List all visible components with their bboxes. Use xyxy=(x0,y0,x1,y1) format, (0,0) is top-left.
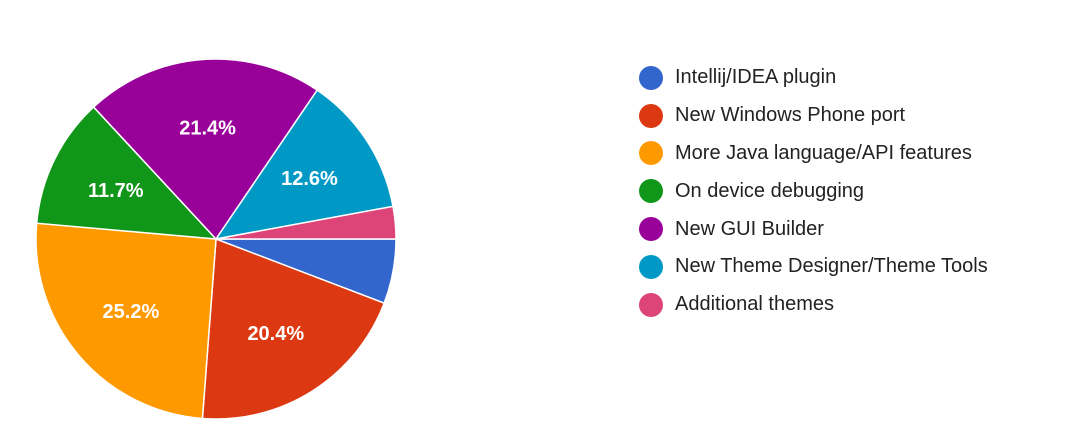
legend-label: New Theme Designer/Theme Tools xyxy=(675,255,988,278)
legend-item[interactable]: Intellij/IDEA plugin xyxy=(639,59,988,97)
legend-item[interactable]: New Theme Designer/Theme Tools xyxy=(639,248,988,286)
legend-label: New GUI Builder xyxy=(675,217,824,240)
legend-swatch-icon xyxy=(639,217,663,242)
legend-swatch-icon xyxy=(639,65,663,90)
legend-swatch-icon xyxy=(639,254,663,279)
legend-label: New Windows Phone port xyxy=(675,104,906,127)
slice-label-5: 12.6% xyxy=(281,168,338,190)
legend-swatch-icon xyxy=(639,292,663,317)
legend-label: Intellij/IDEA plugin xyxy=(675,66,837,89)
legend-item[interactable]: On device debugging xyxy=(639,172,988,210)
slice-label-4: 21.4% xyxy=(179,118,236,140)
legend-swatch-icon xyxy=(639,179,663,204)
legend-label: On device debugging xyxy=(675,179,865,202)
pie-slice-6[interactable] xyxy=(215,205,397,240)
slice-label-2: 25.2% xyxy=(103,301,160,323)
pie-slice-3[interactable] xyxy=(35,105,218,240)
pie-chart: 20.4% 25.2% 11.7% 21.4% 12.6% xyxy=(35,58,397,420)
slice-label-3: 11.7% xyxy=(88,180,144,202)
legend-item[interactable]: Additional themes xyxy=(639,286,988,324)
pie-slice-5[interactable] xyxy=(214,89,394,241)
legend-item[interactable]: More Java language/API features xyxy=(639,135,988,173)
slice-label-1: 20.4% xyxy=(247,323,304,345)
pie-slice-4[interactable] xyxy=(92,58,319,241)
pie-slice-1[interactable] xyxy=(201,237,386,420)
pie-slice-2[interactable] xyxy=(35,222,217,420)
legend-label: More Java language/API features xyxy=(675,141,972,164)
legend: Intellij/IDEA plugin New Windows Phone po… xyxy=(639,59,988,324)
legend-label: Additional themes xyxy=(675,293,834,316)
legend-item[interactable]: New GUI Builder xyxy=(639,210,988,248)
legend-swatch-icon xyxy=(639,141,663,166)
legend-swatch-icon xyxy=(639,103,663,128)
legend-item[interactable]: New Windows Phone port xyxy=(639,97,988,135)
